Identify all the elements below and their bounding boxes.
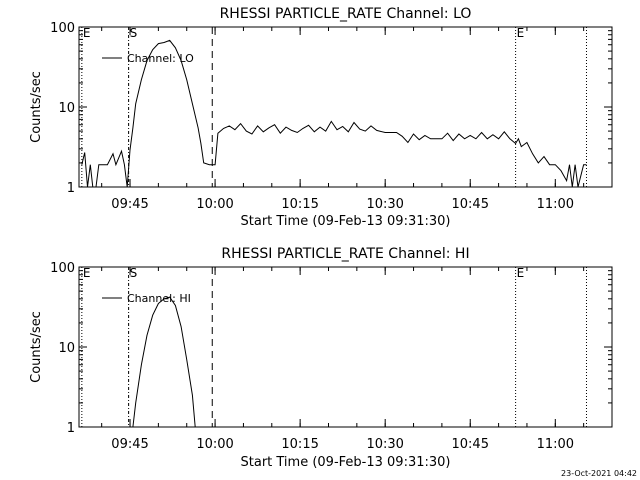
x-tick-label: 10:15: [281, 437, 318, 452]
chart-title: RHESSI PARTICLE_RATE Channel: HI: [221, 246, 469, 262]
x-tick-label: 11:00: [537, 197, 574, 212]
chart-panel-lo: RHESSI PARTICLE_RATE Channel: LO 1 10 100 09…: [29, 6, 613, 229]
chart-panel-hi: RHESSI PARTICLE_RATE Channel: HI 1 10 100 09…: [29, 246, 613, 470]
y-tick-label: 10: [58, 341, 75, 356]
event-marker-label: E: [83, 26, 91, 40]
legend-label: Channel: HI: [127, 292, 191, 305]
x-tick-label: 10:30: [366, 197, 403, 212]
x-tick-label: 10:30: [366, 437, 403, 452]
event-marker-label: E: [83, 266, 91, 280]
series-line: [81, 39, 587, 187]
x-tick-label: 10:00: [196, 197, 233, 212]
legend-label: Channel: LO: [127, 52, 194, 65]
y-tick-label: 100: [50, 261, 75, 276]
y-tick-label: 100: [50, 21, 75, 36]
event-marker-label: E: [517, 26, 525, 40]
x-axis-label: Start Time (09-Feb-13 09:31:30): [241, 214, 451, 229]
y-axis-label: Counts/sec: [29, 311, 44, 383]
x-tick-label: 09:45: [111, 197, 148, 212]
y-tick-label: 1: [67, 421, 75, 436]
x-tick-label: 09:45: [111, 437, 148, 452]
y-tick-label: 10: [58, 101, 75, 116]
event-marker-label: S: [130, 266, 138, 280]
event-marker-label: S: [130, 26, 138, 40]
x-tick-label: 10:45: [452, 197, 489, 212]
footer-timestamp: 23-Oct-2021 04:42: [561, 469, 637, 478]
event-marker-label: E: [517, 266, 525, 280]
series-line: [132, 296, 196, 427]
x-tick-label: 10:45: [452, 437, 489, 452]
x-tick-label: 10:15: [281, 197, 318, 212]
x-tick-label: 11:00: [537, 437, 574, 452]
x-tick-label: 10:00: [196, 437, 233, 452]
plot-frame: [78, 266, 613, 428]
y-tick-label: 1: [67, 181, 75, 196]
plot-frame: [78, 26, 613, 188]
x-axis-label: Start Time (09-Feb-13 09:31:30): [241, 455, 451, 470]
y-axis-label: Counts/sec: [29, 71, 44, 143]
chart-title: RHESSI PARTICLE_RATE Channel: LO: [220, 6, 472, 22]
